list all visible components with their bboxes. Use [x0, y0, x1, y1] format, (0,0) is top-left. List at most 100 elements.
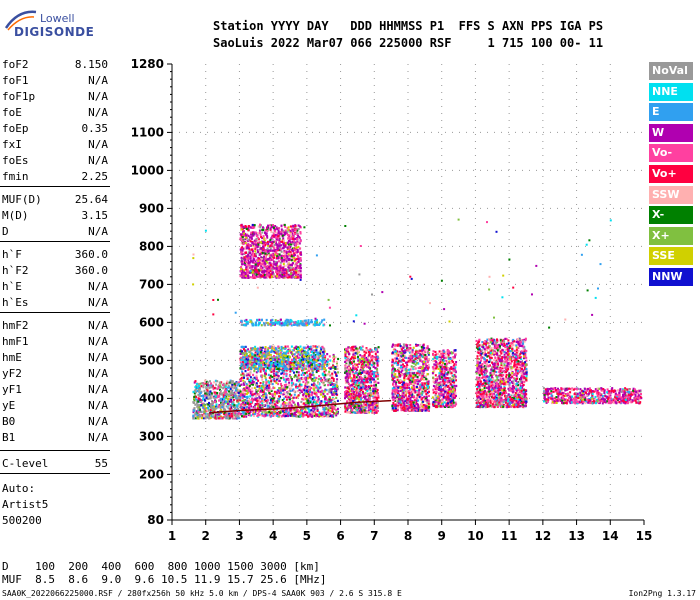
echo-point: [239, 350, 242, 353]
echo-point: [273, 358, 276, 361]
echo-point: [291, 360, 294, 363]
echo-point: [315, 359, 318, 362]
echo-point: [326, 378, 328, 381]
echo-point: [256, 401, 259, 404]
echo-point: [295, 371, 298, 374]
echo-point: [423, 399, 426, 402]
echo-point: [351, 346, 354, 349]
echo-point: [240, 383, 243, 386]
echo-point: [369, 389, 372, 392]
echo-point: [408, 406, 411, 409]
echo-point: [260, 412, 263, 416]
echo-point: [277, 397, 280, 401]
echo-point: [306, 374, 309, 377]
echo-point: [269, 346, 272, 349]
echo-point: [247, 348, 250, 351]
echo-point: [283, 361, 286, 364]
echo-point: [319, 347, 322, 350]
echo-point: [301, 354, 304, 357]
echo-point: [257, 403, 260, 406]
echo-point: [438, 350, 441, 353]
echo-point: [193, 399, 196, 402]
echo-point: [262, 382, 265, 385]
echo-point: [222, 383, 225, 387]
echo-point: [416, 383, 419, 386]
echo-point: [363, 350, 366, 353]
echo-point: [305, 376, 308, 379]
echo-point: [239, 352, 242, 355]
echo-point: [226, 415, 229, 418]
echo-point: [258, 348, 261, 351]
echo-point: [413, 353, 416, 356]
echo-point: [346, 390, 349, 393]
echo-point: [294, 356, 297, 359]
echo-point: [299, 415, 302, 418]
echo-point: [252, 413, 255, 416]
echo-point: [350, 357, 352, 360]
echo-point: [205, 386, 208, 390]
echo-point: [231, 404, 234, 407]
echo-point: [295, 385, 298, 388]
echo-point: [314, 345, 317, 348]
echo-point: [269, 355, 272, 358]
echo-point: [273, 374, 276, 377]
echo-point: [277, 370, 280, 373]
echo-point: [281, 360, 283, 363]
echo-point: [371, 350, 374, 353]
echo-point: [270, 389, 273, 392]
echo-point: [264, 358, 266, 361]
echo-point: [209, 408, 212, 411]
echo-point: [417, 355, 420, 358]
echo-point: [289, 365, 292, 368]
param-separator: [0, 450, 110, 451]
echo-point: [210, 392, 213, 395]
echo-point: [313, 349, 316, 352]
echo-point: [278, 391, 281, 395]
echo-point: [368, 366, 371, 369]
echo-point: [366, 389, 369, 392]
echo-point: [307, 352, 310, 355]
echo-point: [336, 367, 339, 370]
echo-point: [253, 411, 255, 414]
echo-point: [277, 367, 279, 370]
echo-point: [215, 383, 218, 386]
echo-point: [398, 374, 401, 377]
echo-point: [301, 377, 304, 380]
echo-point: [280, 382, 282, 385]
echo-point: [425, 406, 428, 410]
echo-point: [229, 392, 232, 396]
echo-point: [231, 387, 234, 391]
echo-point: [300, 389, 303, 392]
echo-point: [210, 407, 213, 410]
echo-point: [268, 353, 270, 356]
echo-point: [404, 394, 407, 397]
echo-point: [417, 399, 420, 402]
echo-point: [239, 384, 241, 387]
echo-point: [211, 401, 214, 405]
echo-point: [270, 362, 273, 365]
param-row-ye: yE N/A: [2, 399, 108, 414]
echo-point: [211, 404, 214, 407]
echo-point: [302, 361, 305, 364]
echo-point: [266, 367, 269, 370]
echo-point: [258, 357, 261, 360]
echo-point: [252, 359, 255, 362]
echo-point: [344, 386, 347, 389]
echo-point: [244, 392, 247, 395]
echo-point: [289, 414, 292, 417]
echo-point: [209, 386, 212, 389]
echo-point: [416, 361, 418, 365]
echo-point: [405, 369, 408, 372]
echo-point: [318, 367, 321, 370]
echo-point: [238, 394, 241, 397]
echo-point: [264, 355, 267, 358]
echo-point: [307, 361, 310, 364]
echo-point: [297, 346, 300, 349]
echo-point: [202, 396, 205, 399]
echo-point: [262, 393, 265, 397]
echo-point: [209, 397, 212, 400]
echo-point: [360, 376, 362, 379]
echo-point: [251, 356, 254, 359]
echo-point: [418, 370, 421, 373]
echo-point: [258, 406, 261, 409]
